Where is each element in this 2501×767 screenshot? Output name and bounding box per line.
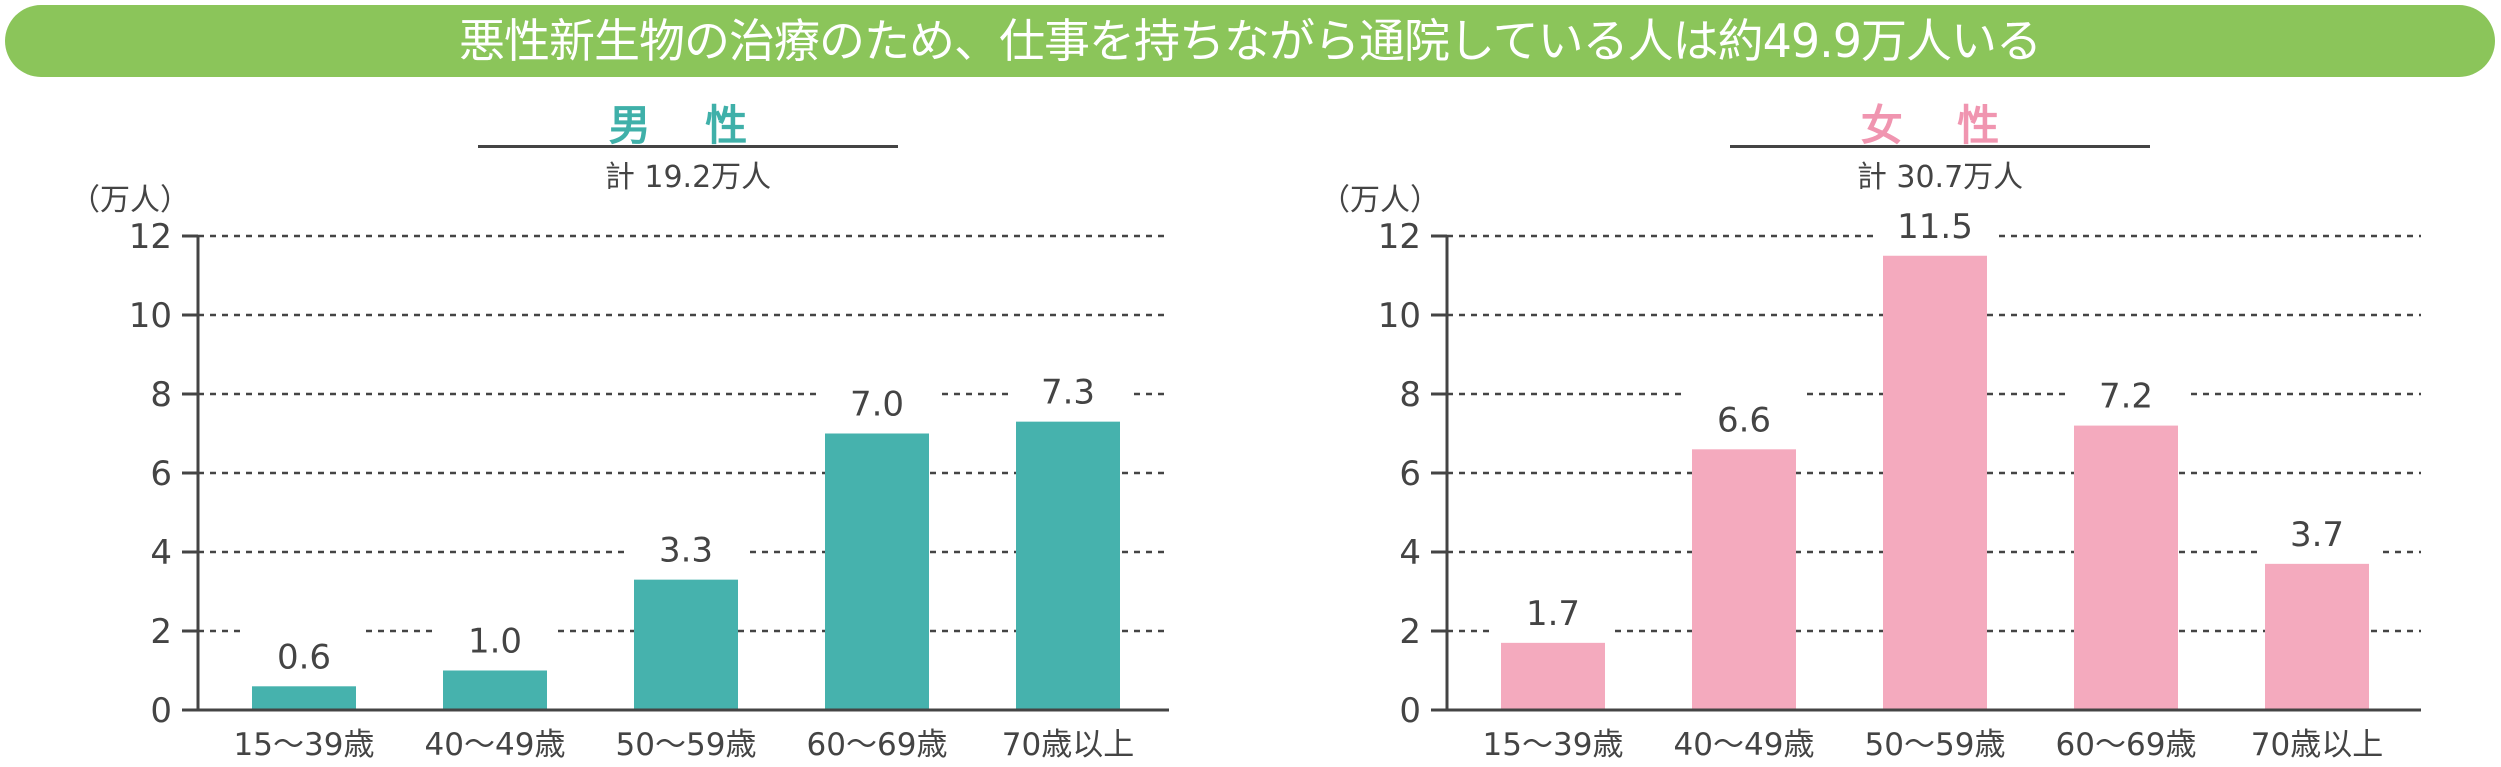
male-value-label: 0.6 — [277, 637, 331, 677]
female-category-label: 60〜69歳 — [2056, 727, 2197, 763]
male-value-label: 1.0 — [468, 622, 522, 662]
male-category-label: 60〜69歳 — [807, 727, 948, 763]
banner-title: 悪性新生物の治療のため、仕事を持ちながら通院している人は約49.9万人いる — [5, 5, 2495, 77]
female-bar — [1692, 449, 1796, 710]
male-ytick-label: 6 — [150, 454, 172, 494]
female-ytick-label: 10 — [1378, 296, 1421, 336]
male-ytick-label: 8 — [150, 375, 172, 415]
female-value-label: 11.5 — [1897, 207, 1973, 247]
female-label-bg — [1684, 389, 1804, 440]
female-bar — [2074, 425, 2178, 710]
male-value-label: 3.3 — [659, 531, 713, 571]
female-bar — [1883, 255, 1987, 710]
male-ytick-label: 10 — [129, 296, 172, 336]
female-ytick-label: 4 — [1399, 533, 1421, 573]
female-label-bg — [1493, 582, 1613, 633]
male-bar — [1016, 421, 1120, 710]
male-label-bg — [626, 519, 746, 570]
female-ytick-label: 6 — [1399, 454, 1421, 494]
male-ytick-label: 2 — [150, 612, 172, 652]
male-title-rule — [478, 145, 898, 148]
female-bar — [1501, 642, 1605, 710]
female-category-label: 15〜39歳 — [1483, 727, 1624, 763]
female-label-bg — [2257, 503, 2377, 554]
male-category-label: 15〜39歳 — [234, 727, 375, 763]
male-label-bg — [817, 373, 937, 424]
female-category-label: 50〜59歳 — [1865, 727, 2006, 763]
female-value-label: 6.6 — [1717, 400, 1771, 440]
female-bar — [2265, 563, 2369, 710]
female-value-label: 3.7 — [2290, 515, 2344, 555]
female-ytick-label: 2 — [1399, 612, 1421, 652]
male-chart-title: 男 性 — [608, 101, 768, 150]
female-ytick-label: 0 — [1399, 691, 1421, 731]
female-category-label: 40〜49歳 — [1674, 727, 1815, 763]
female-value-label: 1.7 — [1526, 594, 1580, 634]
male-bar — [634, 579, 738, 710]
female-value-label: 7.2 — [2099, 377, 2153, 417]
male-value-label: 7.3 — [1041, 373, 1095, 413]
female-title-rule — [1730, 145, 2150, 148]
male-ytick-label: 4 — [150, 533, 172, 573]
male-ytick-label: 12 — [129, 217, 172, 257]
male-category-label: 40〜49歳 — [425, 727, 566, 763]
male-label-bg — [244, 626, 364, 677]
male-y-unit: （万人） — [70, 183, 190, 218]
female-y-unit: （万人） — [1320, 183, 1440, 218]
male-label-bg — [1008, 361, 1128, 412]
male-bar — [252, 686, 356, 710]
female-chart-title: 女 性 — [1860, 101, 2020, 150]
male-bar — [443, 670, 547, 710]
female-category-label: 70歳以上 — [2251, 727, 2383, 763]
female-label-bg — [1875, 195, 1995, 246]
female-label-bg — [2066, 365, 2186, 416]
female-ytick-label: 8 — [1399, 375, 1421, 415]
male-value-label: 7.0 — [850, 385, 904, 425]
male-ytick-label: 0 — [150, 691, 172, 731]
male-total: 計 19.2万人 — [604, 160, 772, 195]
male-category-label: 50〜59歳 — [616, 727, 757, 763]
male-category-label: 70歳以上 — [1002, 727, 1134, 763]
male-bar — [825, 433, 929, 710]
male-label-bg — [435, 610, 555, 661]
female-total: 計 30.7万人 — [1856, 160, 2024, 195]
female-ytick-label: 12 — [1378, 217, 1421, 257]
